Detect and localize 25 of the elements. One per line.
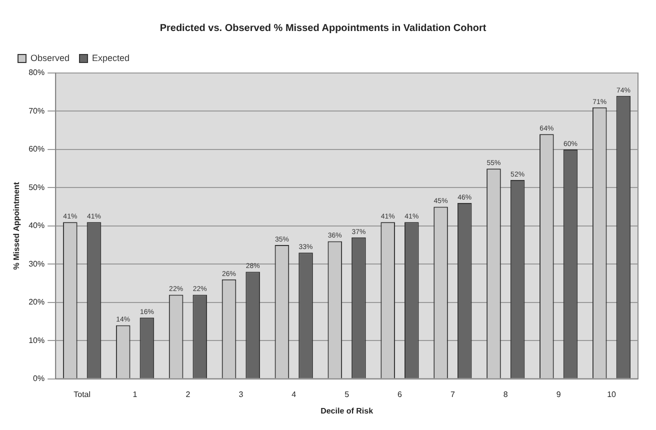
x-tick-label: 7 (450, 390, 456, 399)
x-tick-label: 6 (398, 390, 403, 399)
legend-label: Observed (30, 52, 70, 63)
chart-title: Predicted vs. Observed % Missed Appointments in Validation Cohort (160, 22, 487, 34)
y-tick-label: 20% (28, 298, 45, 307)
x-tick-label: Total (74, 390, 91, 399)
x-tick-label: 5 (344, 390, 350, 399)
x-tick-label: 8 (503, 390, 508, 399)
y-tick-label: 50% (28, 182, 45, 192)
x-axis-title: Decile of Risk (320, 406, 374, 416)
y-tick-label: 40% (28, 221, 45, 230)
x-tick-label: 3 (238, 390, 244, 399)
x-tick-label: 4 (292, 390, 297, 399)
x-tick-label: 1 (132, 390, 138, 399)
y-tick-label: 10% (28, 336, 45, 345)
x-tick-label: 10 (607, 390, 617, 399)
x-tick-label: 9 (556, 390, 562, 399)
y-tick-label: 80% (28, 68, 45, 78)
legend-label: Expected (92, 52, 130, 63)
y-tick-label: 60% (28, 144, 45, 154)
x-tick-label: 2 (186, 390, 191, 399)
y-axis-title: % Missed Appointment (12, 182, 22, 270)
y-tick-label: 0% (33, 374, 45, 384)
y-tick-label: 70% (28, 106, 45, 116)
y-tick-label: 30% (28, 259, 45, 268)
